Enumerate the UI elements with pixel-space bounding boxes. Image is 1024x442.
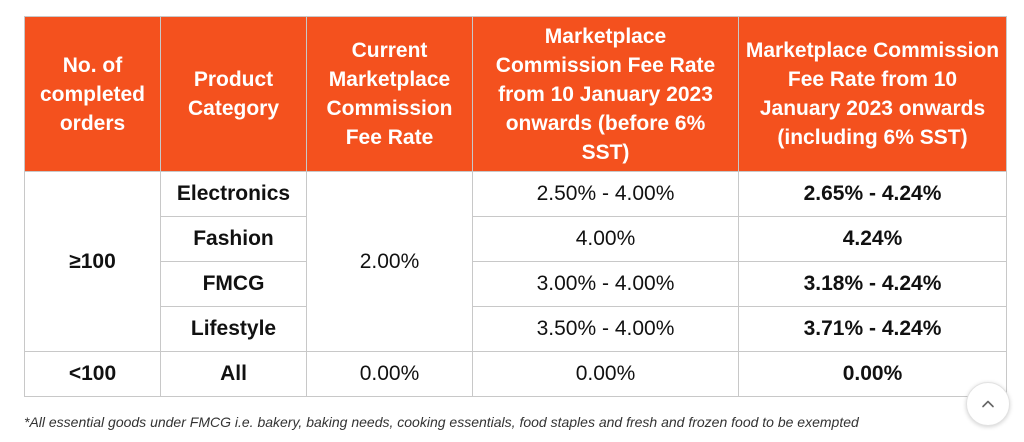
table-row: Lifestyle 3.50% - 4.00% 3.71% - 4.24%	[25, 306, 1007, 352]
current-rate-cell-high: 2.00%	[306, 171, 473, 352]
orders-cell-high: ≥100	[24, 171, 161, 352]
table-row: Fashion 4.00% 4.24%	[25, 216, 1007, 262]
chevron-up-icon	[982, 400, 994, 408]
before-sst-cell: 4.00%	[472, 216, 739, 262]
header-rate-before-sst: Marketplace Commission Fee Rate from 10 …	[472, 16, 739, 172]
scroll-to-top-button[interactable]	[966, 382, 1010, 426]
table-row: ≥100 Electronics 2.00% 2.50% - 4.00% 2.6…	[24, 171, 1007, 352]
header-completed-orders: No. of completed orders	[24, 16, 161, 172]
category-cell: Fashion	[160, 216, 307, 262]
header-row: No. of completed orders Product Category…	[24, 16, 1007, 172]
incl-sst-cell: 2.65% - 4.24%	[738, 171, 1007, 217]
before-sst-cell: 0.00%	[472, 351, 739, 397]
incl-sst-cell: 3.18% - 4.24%	[738, 261, 1007, 307]
table-row: <100 All 0.00% 0.00% 0.00%	[24, 351, 1007, 397]
header-rate-including-sst: Marketplace Commission Fee Rate from 10 …	[738, 16, 1007, 172]
incl-sst-cell: 4.24%	[738, 216, 1007, 262]
category-cell: Electronics	[160, 171, 307, 217]
category-cell: All	[160, 351, 307, 397]
current-rate-cell-low: 0.00%	[306, 351, 473, 397]
incl-sst-cell: 3.71% - 4.24%	[738, 306, 1007, 352]
table-row: FMCG 3.00% - 4.00% 3.18% - 4.24%	[25, 261, 1007, 307]
before-sst-cell: 2.50% - 4.00%	[472, 171, 739, 217]
header-current-rate: Current Marketplace Commission Fee Rate	[306, 16, 473, 172]
commission-fee-table: No. of completed orders Product Category…	[24, 16, 1007, 397]
header-product-category: Product Category	[160, 16, 307, 172]
footnote: *All essential goods under FMCG i.e. bak…	[24, 414, 859, 430]
incl-sst-cell: 0.00%	[738, 351, 1007, 397]
category-cell: Lifestyle	[160, 306, 307, 352]
before-sst-cell: 3.50% - 4.00%	[472, 306, 739, 352]
orders-cell-low: <100	[24, 351, 161, 397]
before-sst-cell: 3.00% - 4.00%	[472, 261, 739, 307]
category-cell: FMCG	[160, 261, 307, 307]
